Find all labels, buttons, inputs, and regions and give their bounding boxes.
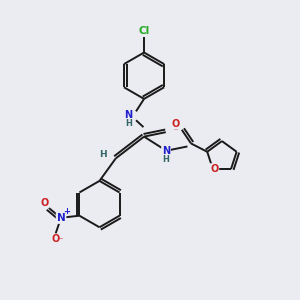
Text: O: O [172, 119, 180, 129]
Text: ⁻: ⁻ [58, 235, 63, 244]
Text: O: O [40, 198, 49, 208]
Text: H: H [163, 155, 170, 164]
Text: H: H [125, 119, 132, 128]
Text: N: N [124, 110, 132, 120]
Text: N: N [57, 213, 65, 223]
Text: Cl: Cl [138, 26, 150, 36]
Text: +: + [63, 207, 70, 216]
Text: O: O [210, 164, 218, 174]
Text: H: H [100, 150, 107, 159]
Text: O: O [172, 122, 180, 131]
Text: O: O [52, 235, 60, 244]
Text: N: N [162, 146, 170, 157]
